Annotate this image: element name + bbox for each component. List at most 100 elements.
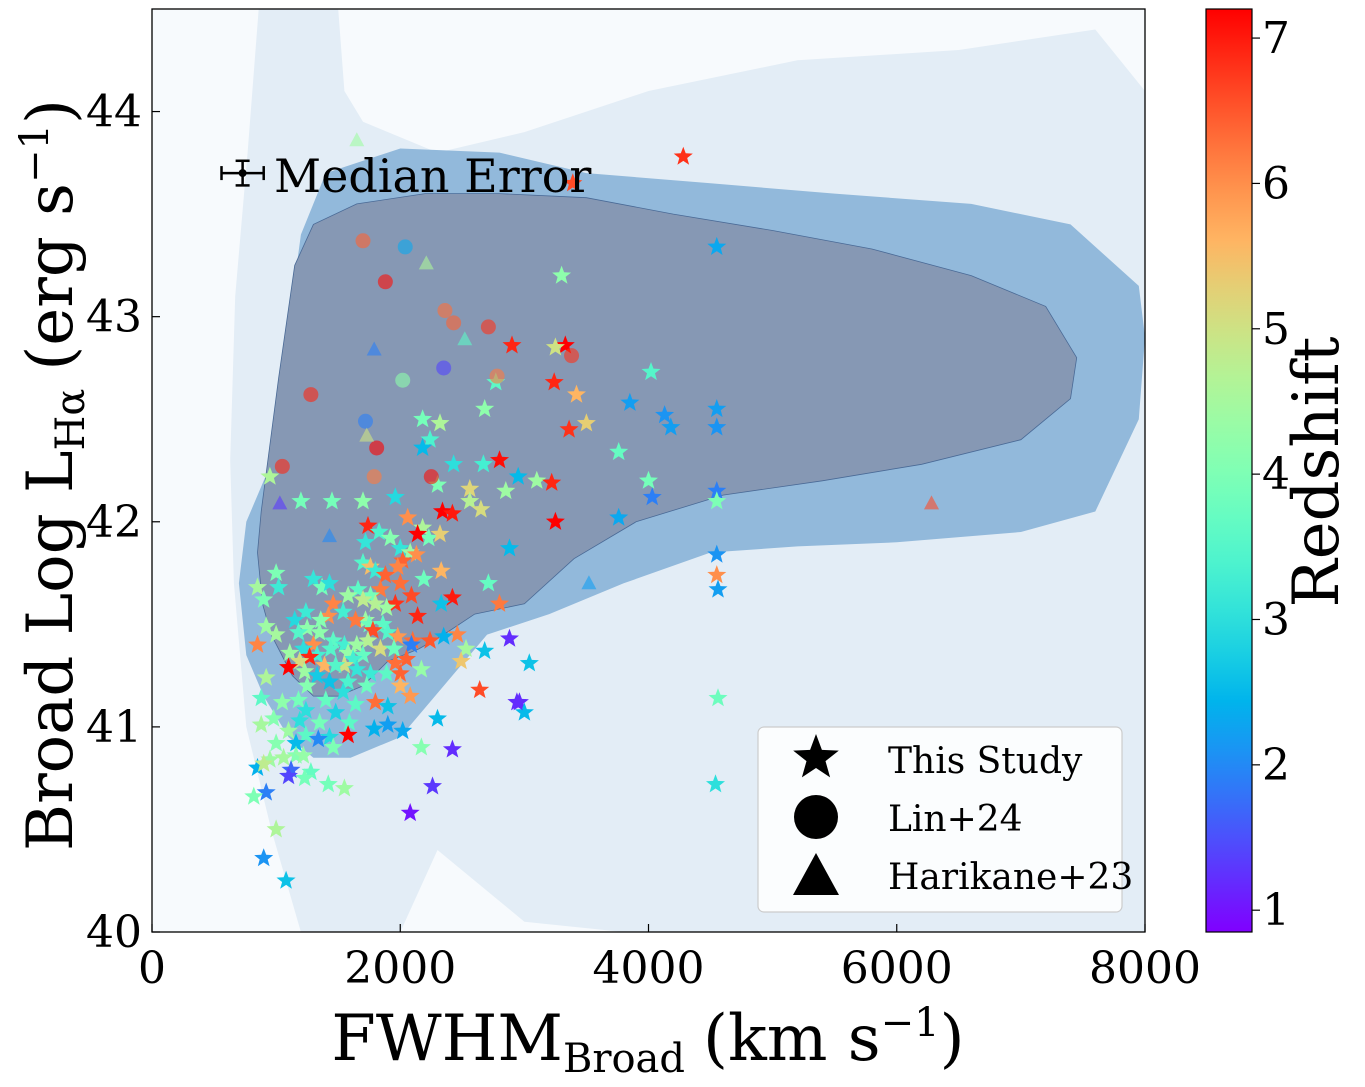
star-point (260, 466, 280, 485)
star-point (420, 630, 440, 649)
star-point (413, 409, 433, 428)
star-point (353, 491, 373, 510)
star-point (338, 643, 358, 662)
star-point (707, 399, 727, 418)
star-point (323, 630, 343, 649)
star-point (260, 749, 280, 768)
star-point (385, 653, 405, 672)
star-point (346, 694, 366, 713)
star-point (264, 708, 284, 727)
x-tick-label: 2000 (344, 943, 456, 994)
star-point (555, 335, 575, 354)
star-point (323, 593, 343, 612)
star-point (444, 454, 464, 473)
star-point (296, 725, 316, 744)
star-point (655, 405, 675, 424)
star-point (609, 442, 629, 461)
star-point (333, 682, 353, 701)
star-point (378, 696, 398, 715)
star-point (398, 507, 418, 526)
star-point (413, 437, 433, 456)
circle-point (303, 387, 319, 403)
star-point (390, 675, 410, 694)
circle-point (274, 458, 290, 474)
star-point (475, 399, 495, 418)
star-point (358, 630, 378, 649)
star-point (707, 236, 727, 255)
star-point (406, 544, 426, 563)
star-point (385, 487, 405, 506)
star-point (473, 454, 493, 473)
star-point (334, 778, 354, 797)
star-point (276, 870, 296, 889)
circle-point (357, 413, 373, 429)
star-point (365, 593, 385, 612)
star-point (519, 653, 539, 672)
circle-point (355, 233, 371, 249)
star-point (296, 700, 316, 719)
legend-circle-marker (794, 795, 838, 839)
y-axis-title: Broad Log LHα(erg s−1) (12, 99, 94, 851)
star-point (254, 589, 274, 608)
star-point (451, 651, 471, 670)
star-point (321, 638, 341, 657)
triangle-point (581, 575, 597, 590)
star-point (609, 507, 629, 526)
star-point (318, 774, 338, 793)
star-point (544, 372, 564, 391)
triangle-point (359, 427, 375, 442)
star-point (428, 474, 447, 493)
star-point (358, 515, 378, 534)
star-point (542, 472, 562, 491)
star-point (365, 692, 385, 711)
star-point (285, 610, 305, 629)
star-point (706, 774, 725, 793)
y-tick-label: 43 (86, 292, 142, 343)
legend-box (757, 726, 1123, 913)
star-point (411, 659, 431, 678)
circle-point (564, 348, 580, 364)
x-tick-label: 4000 (593, 943, 705, 994)
star-point (290, 710, 310, 729)
star-point (356, 532, 375, 551)
star-point (423, 776, 442, 795)
star-point (244, 786, 264, 805)
colorbar-tick-label: 4 (1262, 449, 1290, 500)
median-error-label: Median Error (274, 149, 591, 203)
star-point (318, 606, 338, 625)
star-point (248, 634, 267, 653)
circle-point (446, 315, 462, 331)
colorbar-tick-label: 5 (1262, 304, 1290, 355)
star-point (408, 606, 428, 625)
circle-point (436, 360, 452, 376)
star-point (307, 665, 327, 684)
star-point (385, 593, 405, 612)
star-point (300, 647, 320, 666)
colorbar-tick-label: 6 (1262, 158, 1290, 209)
star-point (388, 626, 408, 645)
star-point (251, 714, 271, 733)
star-point (281, 760, 301, 779)
star-point (310, 712, 330, 731)
star-point (514, 702, 534, 721)
star-point (707, 565, 727, 584)
star-point (502, 335, 522, 354)
star-point (364, 718, 384, 737)
star-point (527, 470, 547, 489)
star-point (334, 634, 354, 653)
legend-triangle-marker (793, 853, 839, 895)
star-point (460, 491, 480, 510)
star-point (360, 585, 380, 604)
colorbar-ticks: 1 2 3 4 5 6 7 (1252, 13, 1290, 936)
median-error-annotation: Median Error (220, 149, 591, 203)
star-point (311, 610, 331, 629)
star-point (293, 745, 313, 764)
star-point (673, 146, 693, 165)
star-point (303, 634, 323, 653)
star-point (642, 487, 662, 506)
star-point (295, 661, 315, 680)
star-point (434, 626, 454, 645)
star-point (620, 392, 640, 411)
star-point (296, 602, 316, 621)
y-tick-label: 44 (86, 87, 142, 138)
